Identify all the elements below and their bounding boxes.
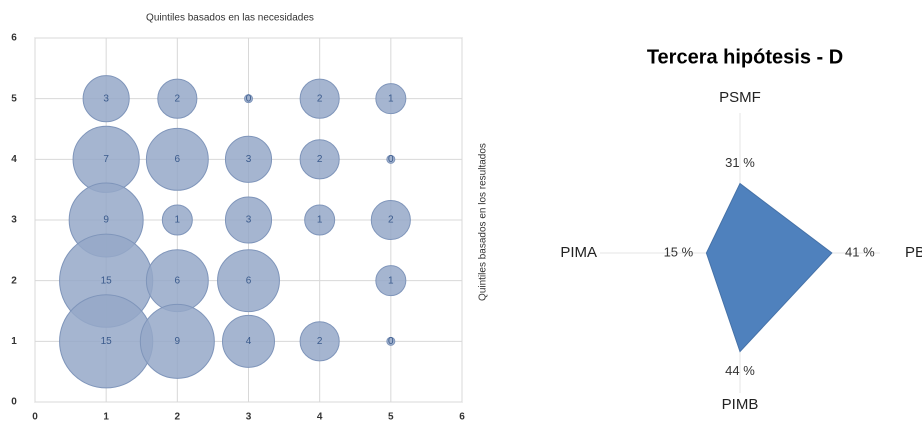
bubble-label: 1	[175, 215, 181, 226]
bubble	[157, 78, 198, 119]
bubble	[224, 196, 273, 244]
bubble	[386, 336, 396, 346]
bubble-label: 0	[388, 336, 394, 347]
bubble	[375, 265, 407, 297]
bubble-label: 15	[101, 336, 113, 347]
bubble	[299, 139, 340, 180]
bubble-label: 1	[317, 215, 323, 226]
radar-category: PBI	[905, 244, 922, 261]
bubble-label: 6	[175, 275, 181, 286]
bubble-label: 6	[246, 275, 252, 286]
bubble	[161, 204, 193, 236]
bubble	[139, 303, 215, 379]
bubble-label: 7	[103, 154, 109, 165]
bubble	[304, 204, 336, 236]
bubble-label: 2	[175, 93, 181, 104]
y-tick-label: 2	[11, 275, 17, 286]
value-label: 15 %	[664, 244, 694, 259]
value-label: 41 %	[845, 244, 875, 259]
bubble-label: 0	[388, 154, 394, 165]
x-tick-label: 1	[103, 412, 109, 423]
bubble-label: 1	[388, 275, 394, 286]
radar-category: PIMB	[722, 396, 759, 413]
bubble	[224, 135, 273, 183]
bubble	[299, 321, 340, 362]
y-tick-label: 6	[11, 33, 17, 44]
x-tick-label: 5	[388, 412, 394, 423]
y-tick-label: 3	[11, 215, 17, 226]
bubble-label: 9	[103, 215, 109, 226]
bubble	[222, 314, 275, 368]
bubble	[299, 78, 340, 119]
bubble-label: 3	[246, 215, 252, 226]
bubble	[244, 94, 253, 104]
y-tick-label: 4	[11, 154, 17, 165]
x-tick-label: 3	[246, 412, 252, 423]
bubble-label: 4	[246, 336, 252, 347]
y-tick-label: 5	[11, 93, 17, 104]
radar-title: Tercera hipótesis - D	[647, 46, 843, 68]
bubble-label: 2	[317, 336, 323, 347]
bubble-label: 6	[175, 154, 181, 165]
bubble-label: 2	[388, 215, 394, 226]
y-tick-label: 0	[11, 397, 17, 408]
bubble-label: 1	[388, 93, 394, 104]
bubble	[375, 83, 407, 115]
bubble-label: 3	[246, 154, 252, 165]
bubble-label: 2	[317, 154, 323, 165]
bubble-label: 2	[317, 93, 323, 104]
bubble-label: 0	[246, 93, 252, 104]
bubble	[370, 199, 411, 241]
x-tick-label: 2	[175, 412, 181, 423]
x-tick-label: 6	[459, 412, 465, 423]
bubble-label: 9	[175, 336, 181, 347]
bubble	[386, 154, 396, 164]
value-label: 31 %	[725, 155, 755, 170]
bubble-label: 3	[103, 93, 109, 104]
radar-category: PSMF	[719, 89, 761, 106]
radar-category: PIMA	[560, 244, 597, 261]
radar-area	[705, 182, 833, 353]
x-tick-label: 4	[317, 412, 323, 423]
bubble-title: Quintiles basados en las necesidades	[146, 13, 314, 24]
bubble	[145, 127, 209, 191]
y-tick-label: 1	[11, 336, 17, 347]
x-tick-label: 0	[32, 412, 38, 423]
bubble-label: 15	[101, 275, 113, 286]
y-axis-label: Quintiles basados en los resultados	[478, 143, 489, 301]
bubble	[217, 249, 280, 313]
value-label: 44 %	[725, 363, 755, 378]
bubble	[82, 75, 130, 123]
